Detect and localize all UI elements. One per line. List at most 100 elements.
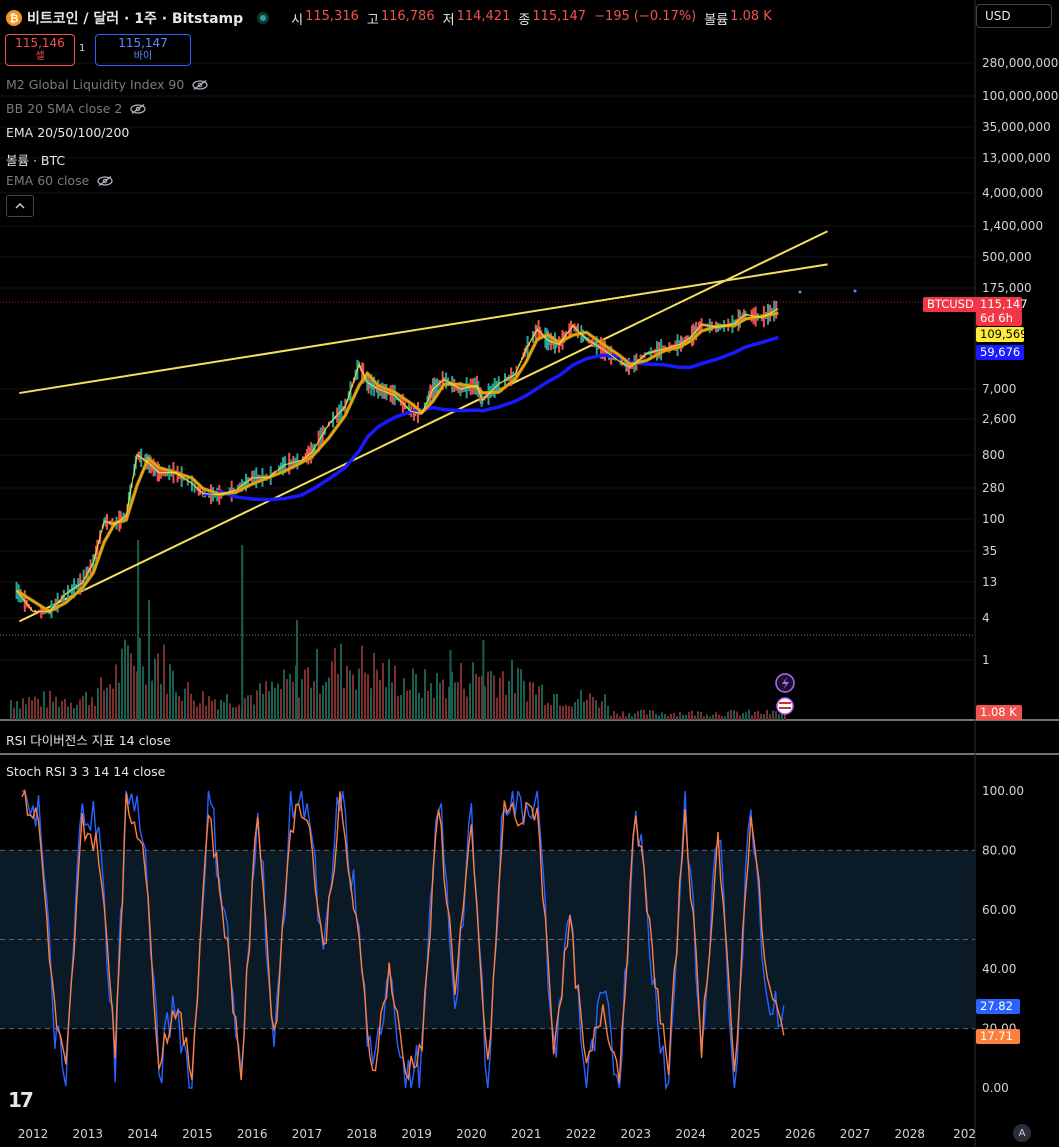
sell-button[interactable]: 115,146 셀 [5,34,75,66]
stoch-rsi-title[interactable]: Stoch RSI 3 3 14 14 close [6,764,166,779]
volume-bar [580,690,582,720]
indicator-volume[interactable]: 볼륨 · BTC [6,150,65,169]
volume-bar [544,705,546,720]
volume-bar [652,710,654,720]
volume-bar [229,703,231,720]
volume-bar [604,694,606,720]
volume-bar [520,669,522,720]
volume-bar [256,690,258,720]
indicator-ema60[interactable]: EMA 60 close [6,173,113,188]
volume-bar [781,712,783,720]
volume-bar [322,685,324,720]
indicator-bb[interactable]: BB 20 SMA close 2 [6,101,146,116]
order-quantity[interactable]: 1 [79,43,86,54]
high-value: 116,786 [380,8,435,24]
volume-bar [655,713,657,720]
volume-bar [412,668,414,720]
time-axis-label: 2015 [182,1127,213,1141]
volume-bar [241,545,244,720]
indicator-label: EMA 20/50/100/200 [6,125,130,140]
volume-bar [610,715,612,720]
collapse-legend-button[interactable] [6,195,34,217]
ema-slow-tag: 59,676 [976,345,1024,360]
volume-bar [67,706,69,720]
volume-bar [220,699,222,720]
currency-select[interactable]: USD [976,4,1052,28]
volume-bar [571,706,573,720]
volume-bar [622,711,624,720]
volume-bar [445,698,447,720]
indicator-ema[interactable]: EMA 20/50/100/200 [6,125,129,140]
volume-bar [244,698,246,720]
volume-bar [715,712,717,720]
volume-bar [550,705,552,720]
volume-bar [745,712,747,720]
time-axis-label: 2014 [127,1127,158,1141]
volume-bar [763,714,765,720]
time-axis-label: 2012 [18,1127,49,1141]
volume-bar [733,710,735,720]
volume-bar [640,709,642,720]
volume-bar [559,705,561,720]
price-axis-label: 2,600 [982,412,1016,426]
buy-button[interactable]: 115,147 바이 [95,34,191,66]
rsi-divergence-title[interactable]: RSI 다이버전스 지표 14 close [6,733,171,748]
volume-bar [535,694,537,720]
volume-bar [397,696,399,720]
price-axis-label: 280 [982,481,1005,495]
volume-bar [190,693,192,720]
volume-bar [406,690,408,720]
volume-bar [646,714,648,720]
volume-bar [760,713,762,720]
price-axis-label: 35,000,000 [982,120,1051,134]
volume-bar [403,678,405,720]
volume-bar [187,682,189,720]
volume-bar [625,716,627,720]
ema-fast-line [16,308,779,613]
volume-bar [316,648,318,720]
volume-bar [607,705,609,720]
sell-price: 115,146 [15,36,65,50]
indicator-m2-liquidity[interactable]: M2 Global Liquidity Index 90 [6,77,208,92]
volume-bar [76,704,78,720]
volume-bar [253,704,255,720]
auto-scale-button[interactable]: A [1013,1124,1031,1142]
ema-slow-line [202,335,779,502]
symbol-tag: BTCUSD [923,297,978,312]
volume-bar [742,712,744,720]
volume-bar [676,716,678,720]
volume-bar [301,679,303,720]
volume-bar [454,682,456,720]
volume-bar [670,713,672,720]
volume-bar [598,707,600,720]
volume-bar [268,691,270,720]
ohlc-values: 시 115,316 고 116,786 저 114,421 종 115,147 −195… [285,9,772,28]
time-axis-label: 2018 [347,1127,378,1141]
volume-bar [379,679,381,720]
volume-bar [478,676,480,720]
eye-hidden-icon[interactable] [97,175,113,186]
eye-hidden-icon[interactable] [192,79,208,90]
volume-bar [262,694,264,720]
lightning-icon-glyph [782,677,789,690]
volume-bar [94,705,96,720]
volume-bar [103,690,105,720]
volume-bar [433,698,435,720]
eye-hidden-icon[interactable] [130,103,146,114]
bar-countdown-tag: 6d 6h [976,311,1022,326]
volume-bar [493,675,495,720]
symbol-title[interactable]: 비트코인 / 달러 · 1주 · Bitstamp [27,11,244,27]
stoch-d-line [21,788,785,1083]
time-axis-label: 2022 [566,1127,597,1141]
ema-mid-line [15,311,779,613]
price-axis-label: 175,000 [982,281,1032,295]
tradingview-logo[interactable]: 17 [8,1088,34,1112]
volume-bar [449,650,452,720]
volume-bar [247,695,249,720]
volume-bar [430,683,432,720]
close-value: 115,147 [532,8,587,24]
volume-bar [367,674,369,720]
volume-bar [328,677,330,720]
symbol-header[interactable]: ₿ 비트코인 / 달러 · 1주 · Bitstamp 시 115,316 고 11… [6,8,772,28]
